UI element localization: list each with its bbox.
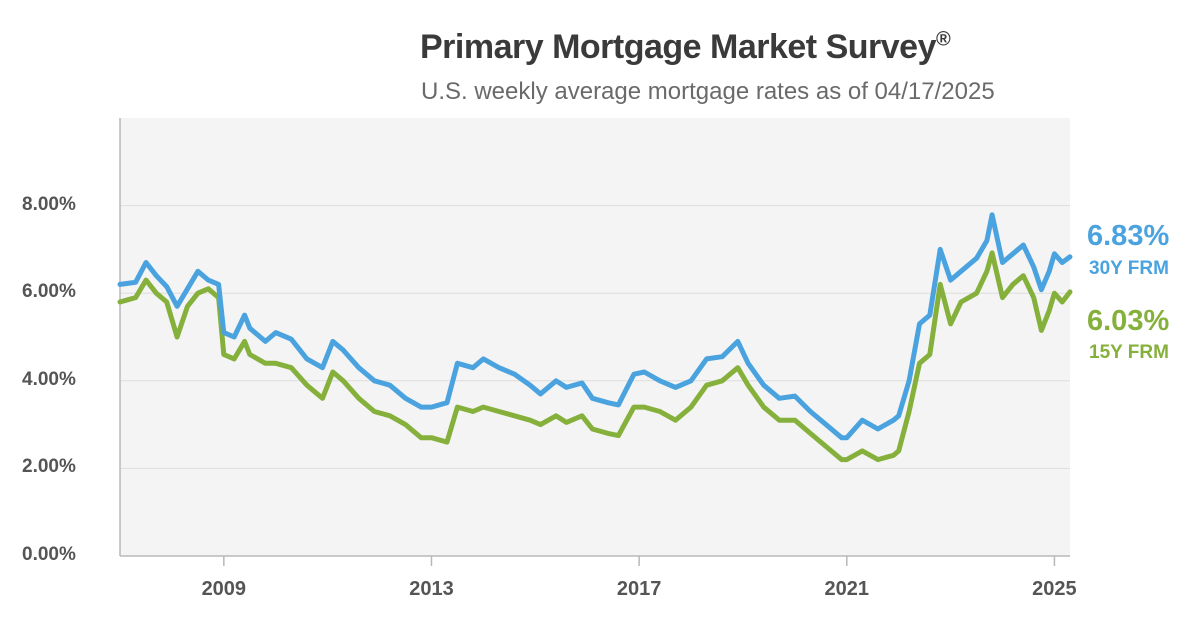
- frm15-end-value: 6.03%: [1087, 305, 1170, 337]
- frm15-series-label: 15Y FRM: [1089, 342, 1169, 363]
- series-line-frm30: [117, 212, 1073, 441]
- axes: [119, 118, 1070, 566]
- x-tick-label-3: 2021: [824, 578, 870, 600]
- y-tick-label-3: 6.00%: [22, 281, 76, 303]
- x-tick-label-1: 2013: [409, 578, 454, 600]
- chart-title-text: Primary Mortgage Market Survey: [420, 28, 936, 66]
- chart-title: Primary Mortgage Market Survey®: [420, 28, 951, 67]
- frm30-end-value: 6.83%: [1087, 220, 1170, 252]
- x-tick-label-2: 2017: [616, 578, 662, 600]
- chart-subtitle: U.S. weekly average mortgage rates as of…: [421, 78, 995, 105]
- x-tick-label-4: 2025: [1032, 578, 1077, 600]
- x-tick-label-0: 2009: [201, 578, 247, 600]
- gridlines: [120, 205, 1070, 469]
- y-tick-label-1: 2.00%: [22, 456, 76, 478]
- series-lines: [117, 212, 1073, 463]
- y-tick-label-4: 8.00%: [22, 193, 76, 215]
- y-tick-label-2: 4.00%: [22, 368, 76, 390]
- series-line-frm15: [117, 250, 1073, 463]
- frm30-series-label: 30Y FRM: [1089, 258, 1169, 279]
- registered-mark: ®: [935, 28, 951, 51]
- y-tick-label-0: 0.00%: [22, 544, 76, 565]
- plot-background: [120, 118, 1070, 556]
